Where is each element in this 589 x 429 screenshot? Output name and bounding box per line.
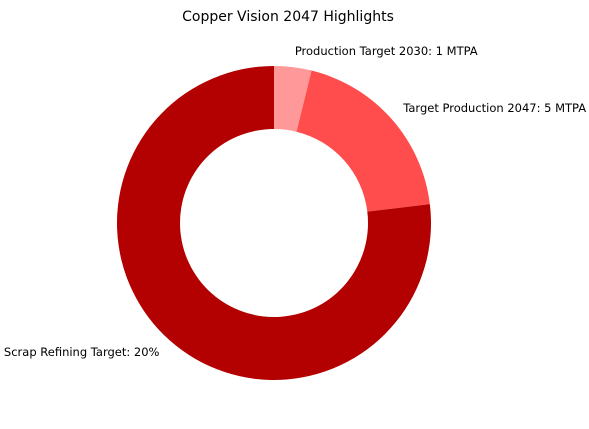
slice-label-scrap-refining-target-20: Scrap Refining Target: 20%	[4, 345, 160, 359]
donut-slice-production-target-2030-1-mtpa	[274, 66, 312, 132]
donut-slice-target-production-2047-5-mtpa	[296, 70, 430, 212]
slice-label-production-target-2030-1-mtpa: Production Target 2030: 1 MTPA	[295, 44, 478, 58]
chart-title: Copper Vision 2047 Highlights	[182, 9, 394, 25]
donut-slices	[117, 66, 431, 380]
slice-label-target-production-2047-5-mtpa: Target Production 2047: 5 MTPA	[402, 101, 586, 115]
donut-slice-scrap-refining-target-20	[117, 66, 431, 380]
slice-labels: Production Target 2030: 1 MTPA Target Pro…	[4, 44, 586, 359]
